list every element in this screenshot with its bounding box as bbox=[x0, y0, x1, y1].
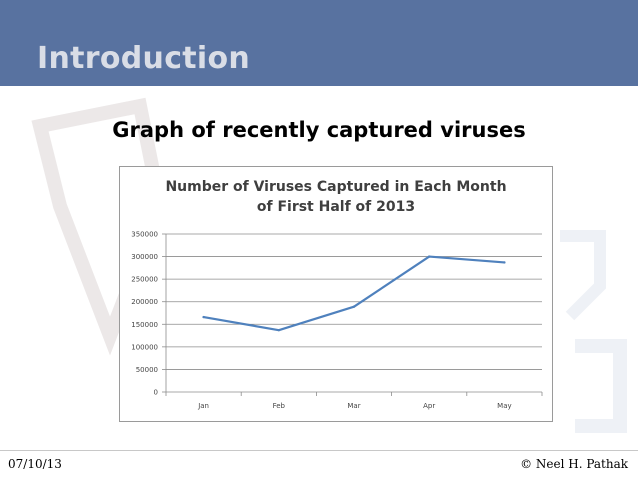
series-line bbox=[203, 255, 505, 332]
chart-title-line-2: of First Half of 2013 bbox=[256, 199, 416, 215]
footer-divider bbox=[0, 450, 638, 451]
y-tick-label: 350000 bbox=[131, 231, 158, 239]
y-tick-label: 300000 bbox=[131, 253, 158, 261]
data-point bbox=[503, 261, 506, 264]
y-tick-label: 0 bbox=[154, 389, 158, 397]
line-chart: 0 50000 100000 150000 200000 250000 300000 3500… bbox=[131, 231, 543, 410]
x-tick-label: Apr bbox=[423, 402, 435, 410]
y-tick-label: 250000 bbox=[131, 276, 158, 284]
slide-title: Introduction bbox=[37, 41, 251, 76]
chart-container: Number of Viruses Captured in Each Month… bbox=[119, 166, 553, 422]
header-bar bbox=[0, 0, 638, 86]
y-tick-label: 200000 bbox=[131, 298, 158, 306]
slide-subtitle: Graph of recently captured viruses bbox=[112, 118, 526, 142]
footer-author: © Neel H. Pathak bbox=[520, 457, 628, 471]
x-tick-label: May bbox=[497, 402, 511, 410]
data-point bbox=[352, 305, 356, 308]
data-point bbox=[428, 255, 431, 258]
y-tick-label: 100000 bbox=[131, 343, 158, 351]
chart-title-line-1: Number of Viruses Captured in Each Month bbox=[165, 179, 507, 195]
data-point bbox=[277, 328, 280, 332]
x-tick-label: Mar bbox=[347, 402, 360, 410]
x-tick-label: Feb bbox=[273, 402, 286, 410]
footer-date: 07/10/13 bbox=[8, 457, 62, 471]
x-tick-label: Jan bbox=[197, 402, 209, 410]
chart-title: Number of Viruses Captured in Each Month… bbox=[120, 177, 552, 217]
y-tick-label: 50000 bbox=[136, 366, 158, 374]
y-tick-label: 150000 bbox=[131, 321, 158, 329]
data-point bbox=[202, 315, 205, 319]
